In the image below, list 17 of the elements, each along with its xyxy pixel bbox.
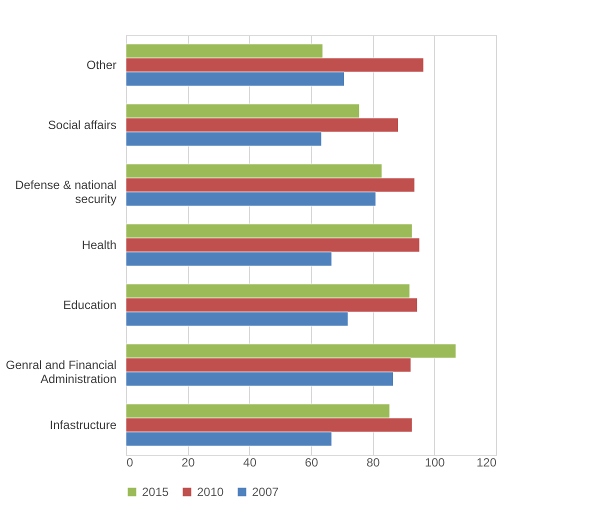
x-tick-label: 40 <box>243 456 257 470</box>
y-tick-label: Social affairs <box>48 118 116 132</box>
y-tick-label: Education <box>63 298 116 312</box>
x-tick-label: 0 <box>126 456 134 470</box>
x-tick-label: 20 <box>181 456 196 470</box>
x-tick-label: 60 <box>304 456 318 470</box>
y-tick-label: Defense & national security <box>15 178 116 206</box>
legend-label: 2015 <box>142 485 170 499</box>
y-tick-label: Genral and Financial Administration <box>6 358 116 386</box>
x-tick-label: 100 <box>424 456 446 470</box>
x-tick-label: 120 <box>476 456 497 470</box>
y-tick-label: Other <box>86 58 116 72</box>
y-tick-label: Health <box>82 238 116 252</box>
x-tick-label: 80 <box>366 456 380 470</box>
y-tick-label: Infastructure <box>50 418 117 432</box>
legend-label: 2010 <box>197 485 224 499</box>
legend-label: 2007 <box>252 485 280 499</box>
